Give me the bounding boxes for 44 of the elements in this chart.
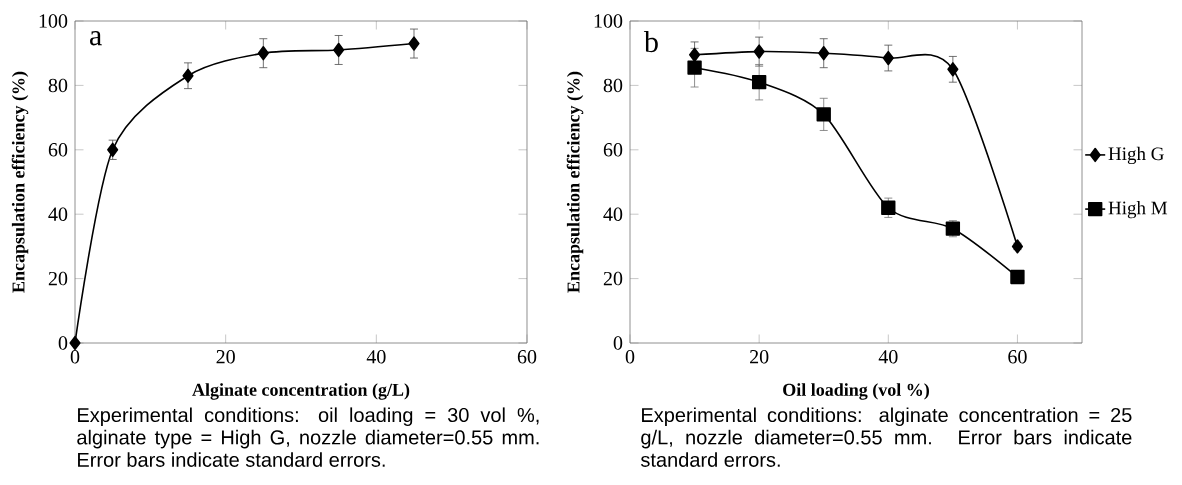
point (818, 46, 830, 61)
x-axis-title: Oil loading (vol %) (783, 383, 929, 400)
x-tick-label: 20 (750, 350, 769, 364)
y-tick-label: 60 (603, 143, 623, 157)
x-tick-label: 60 (517, 350, 537, 364)
legend-label: High M (1108, 201, 1168, 219)
point (1010, 269, 1025, 285)
point (816, 107, 831, 122)
point (882, 50, 894, 66)
point (751, 75, 767, 90)
y-tick-label: 40 (48, 207, 68, 221)
y-axis-title: Encapsulation efficiency (%) (11, 71, 29, 293)
y-tick-label: 0 (613, 336, 623, 350)
annotation: b (643, 31, 658, 53)
y-axis-title: Encapsulation efficiency (%) (566, 71, 584, 293)
y-tick-label: 60 (48, 143, 68, 157)
y-tick-label: 100 (594, 14, 623, 28)
point (182, 68, 194, 83)
point (689, 47, 701, 62)
y-tick-label: 0 (58, 336, 68, 350)
point (947, 62, 959, 77)
y-tick-label: 40 (603, 207, 623, 221)
legend-label: High G (1108, 146, 1164, 165)
x-tick-label: 20 (216, 350, 235, 364)
annotation: a (90, 31, 102, 46)
x-tick-label: 0 (70, 350, 80, 364)
x-axis-title: Alginate concentration (g/L) (192, 383, 410, 400)
point (408, 36, 420, 51)
y-tick-label: 80 (48, 78, 68, 93)
x-tick-label: 40 (366, 350, 386, 364)
y-tick-label: 20 (48, 271, 68, 286)
y-tick-label: 80 (603, 78, 623, 93)
point (69, 335, 81, 351)
text: Experimental conditions: oil loading = 30 vol %, alginate type = High G, nozzle diameter=0.55 mm. Error bars indicate standard errors. (77, 407, 539, 467)
x-tick-label: 60 (1008, 350, 1027, 364)
x-tick-label: 40 (878, 350, 898, 364)
point (333, 42, 345, 58)
y-tick-label: 20 (603, 271, 623, 286)
y-tick-label: 100 (39, 14, 68, 28)
point (687, 60, 702, 75)
text: Experimental conditions: alginate concentration = 25 g/L, nozzle diameter=0.55 mm. Error bars indicate standard errors. (640, 407, 1132, 467)
x-tick-label: 0 (625, 350, 635, 364)
point (257, 46, 269, 61)
point (753, 44, 765, 59)
